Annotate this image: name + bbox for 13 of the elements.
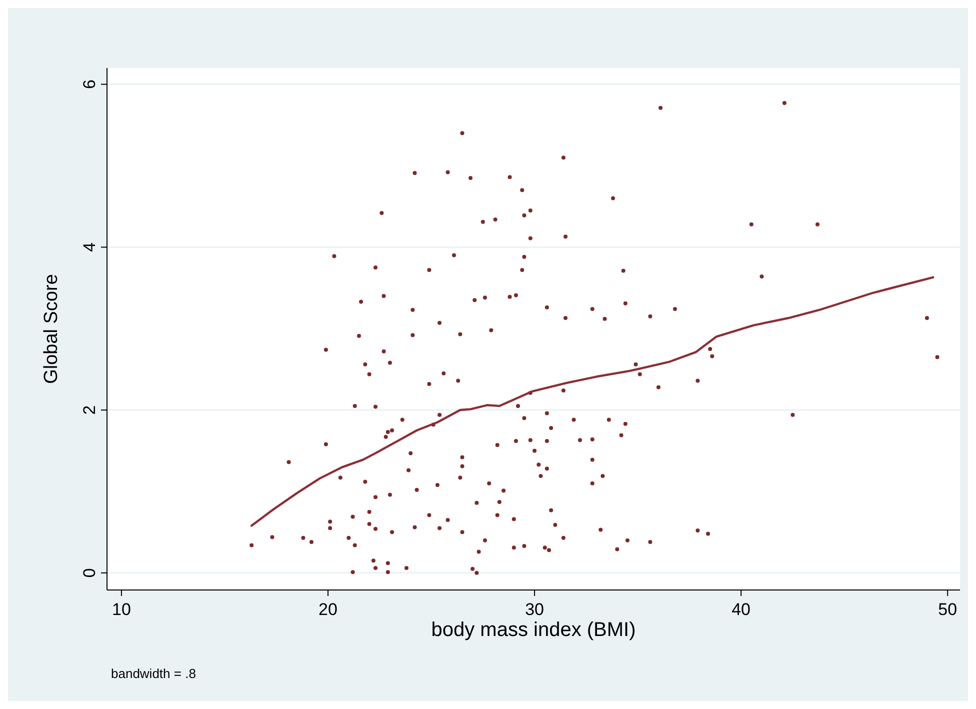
- y-tick-label: 6: [80, 80, 99, 90]
- line-series: [250, 276, 934, 527]
- y-tick-label: 4: [80, 242, 99, 252]
- x-tick-label: 40: [732, 600, 751, 619]
- x-tick-label: 10: [112, 600, 131, 619]
- y-tick-label: 0: [80, 568, 99, 578]
- x-tick-label: 30: [525, 600, 544, 619]
- y-axis-title: Global Score: [41, 274, 62, 384]
- x-tick-label: 20: [318, 600, 338, 619]
- text: bandwidth = .8: [111, 666, 196, 681]
- x-axis-title: body mass index (BMI): [431, 619, 636, 641]
- y-tick-label: 2: [80, 405, 99, 415]
- x-tick-label: 50: [938, 600, 958, 619]
